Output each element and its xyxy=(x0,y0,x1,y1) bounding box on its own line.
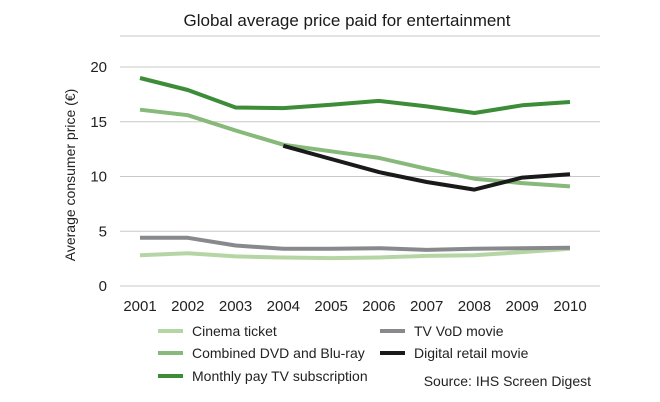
y-tick-label: 20 xyxy=(90,59,107,76)
y-axis: 0 5 10 15 20 xyxy=(90,59,107,295)
series-line-tv-vod-movie xyxy=(140,235,571,252)
legend-label-monthly-pay-tv-subscription: Monthly pay TV subscription xyxy=(192,368,368,384)
legend-label-combined-dvd-and-blu-ray: Combined DVD and Blu-ray xyxy=(192,345,365,361)
source-note: Source: IHS Screen Digest xyxy=(424,373,591,389)
x-tick-label: 2007 xyxy=(410,298,443,315)
x-tick-label: 2008 xyxy=(458,298,491,315)
x-tick-label: 2002 xyxy=(171,298,204,315)
x-tick-label: 2004 xyxy=(267,298,300,315)
y-tick-label: 15 xyxy=(90,114,107,131)
series-line-cinema-ticket xyxy=(139,246,571,261)
x-tick-label: 2005 xyxy=(314,298,347,315)
chart-title: Global average price paid for entertainm… xyxy=(184,11,511,30)
series-line-digital-retail-movie xyxy=(282,143,571,192)
x-tick-label: 2001 xyxy=(123,298,156,315)
y-tick-label: 10 xyxy=(90,169,107,186)
legend-label-cinema-ticket: Cinema ticket xyxy=(192,323,277,339)
y-axis-label: Average consumer price (€) xyxy=(62,89,78,261)
x-tick-label: 2010 xyxy=(553,298,586,315)
y-tick-label: 0 xyxy=(99,278,107,295)
legend: Cinema ticket TV VoD movie Combined DVD an… xyxy=(158,323,529,384)
legend-label-digital-retail-movie: Digital retail movie xyxy=(414,345,529,361)
x-tick-label: 2009 xyxy=(506,298,539,315)
x-axis: 2001 2002 2003 2004 2005 2006 2007 2008 2009 2010 xyxy=(123,298,586,315)
series-line-combined-dvd-and-blu-ray xyxy=(139,107,571,189)
series-line-monthly-pay-tv-subscription xyxy=(139,76,571,115)
legend-label-tv-vod-movie: TV VoD movie xyxy=(414,323,504,339)
y-tick-label: 5 xyxy=(99,223,107,240)
x-tick-label: 2006 xyxy=(362,298,395,315)
series-lines xyxy=(139,76,571,261)
x-tick-label: 2003 xyxy=(219,298,252,315)
